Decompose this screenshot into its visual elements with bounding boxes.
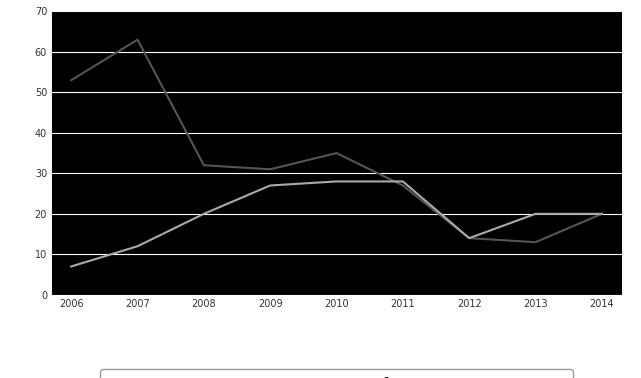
Сберегательные сертификаты — [134, 244, 142, 248]
Депозитные сертификаты — [333, 151, 340, 155]
Line: Сберегательные сертификаты: Сберегательные сертификаты — [71, 181, 602, 266]
Депозитные сертификаты — [267, 167, 274, 172]
Депозитные сертификаты — [598, 212, 606, 216]
Депозитные сертификаты — [399, 183, 406, 188]
Legend: Депозитные сертификаты, Сберегательные сертификаты: Депозитные сертификаты, Сберегательные с… — [100, 369, 573, 378]
Депозитные сертификаты — [531, 240, 539, 245]
Сберегательные сертификаты — [333, 179, 340, 184]
Сберегательные сертификаты — [531, 212, 539, 216]
Депозитные сертификаты — [465, 236, 473, 240]
Депозитные сертификаты — [67, 78, 75, 82]
Сберегательные сертификаты — [598, 212, 606, 216]
Сберегательные сертификаты — [399, 179, 406, 184]
Сберегательные сертификаты — [267, 183, 274, 188]
Сберегательные сертификаты — [67, 264, 75, 269]
Сберегательные сертификаты — [200, 212, 208, 216]
Депозитные сертификаты — [134, 37, 142, 42]
Депозитные сертификаты — [200, 163, 208, 167]
Line: Депозитные сертификаты: Депозитные сертификаты — [71, 40, 602, 242]
Сберегательные сертификаты — [465, 236, 473, 240]
